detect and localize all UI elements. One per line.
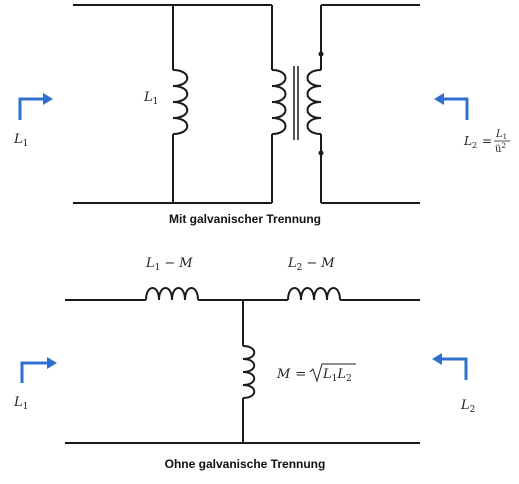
sqrt-sign <box>309 363 356 383</box>
shunt-m-inductor-coil <box>242 345 256 399</box>
m-formula-radicand: L1L2 <box>322 367 352 384</box>
bottom-circuit: L1− M L2− M M = L1L2 L1 L2 <box>13 256 475 471</box>
series-right-label: L2− M <box>287 256 335 273</box>
shunt-inductor-coil <box>172 69 189 135</box>
series-inductor-right-coil <box>287 287 341 301</box>
polarity-dot-bottom <box>318 150 324 156</box>
bottom-left-port-label: L1 <box>13 395 28 412</box>
transformer-secondary-coil <box>306 69 322 135</box>
top-right-port-formula: L2 = L1 ü2 <box>463 129 510 155</box>
top-caption: Mit galvanischer Trennung <box>169 212 321 226</box>
bottom-right-port-arrow <box>432 353 468 380</box>
series-left-label: L1− M <box>145 256 193 273</box>
m-formula-lhs: M = <box>276 367 306 382</box>
top-circuit: L1 L1 L2 = L1 ü2 <box>13 4 510 226</box>
formula-denominator: ü2 <box>495 142 506 155</box>
bottom-right-port-label: L2 <box>460 398 475 415</box>
bottom-caption: Ohne galvanische Trennung <box>165 457 326 471</box>
top-right-port-arrow <box>434 93 469 120</box>
formula-numerator: L1 <box>495 129 507 141</box>
shunt-inductor-label: L1 <box>143 90 158 107</box>
shunt-m-formula: M = L1L2 <box>276 363 356 384</box>
bottom-left-port-arrow <box>20 357 57 383</box>
formula-eq: = <box>482 134 492 148</box>
top-left-port-arrow <box>18 93 53 120</box>
polarity-dot-top <box>318 51 324 57</box>
series-inductor-left-coil <box>145 287 199 301</box>
formula-lhs: L2 <box>463 134 477 150</box>
top-left-port-label: L1 <box>13 132 28 149</box>
transformer-primary-coil <box>271 69 287 135</box>
